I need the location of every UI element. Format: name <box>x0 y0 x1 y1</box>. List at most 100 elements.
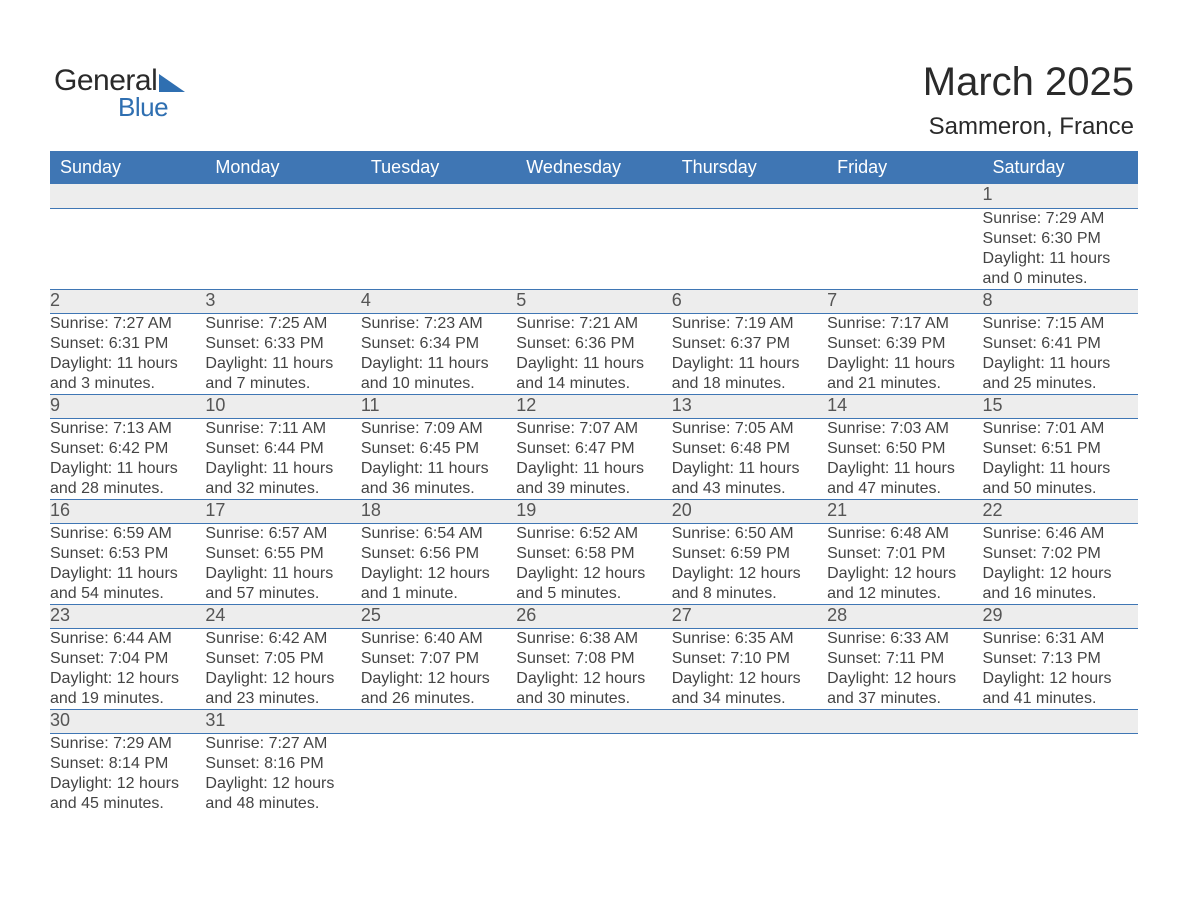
day-detail-cell <box>827 733 982 814</box>
sunrise-text: Sunrise: 7:17 AM <box>827 314 982 334</box>
daylight-text: Daylight: 11 hours and 14 minutes. <box>516 354 671 394</box>
logo-triangle-icon <box>159 74 185 92</box>
daylight-text: Daylight: 12 hours and 45 minutes. <box>50 774 205 814</box>
sunset-text: Sunset: 6:53 PM <box>50 544 205 564</box>
sunrise-text: Sunrise: 6:38 AM <box>516 629 671 649</box>
sunset-text: Sunset: 6:31 PM <box>50 334 205 354</box>
day-number-cell: 15 <box>983 394 1138 418</box>
sunrise-text: Sunrise: 7:21 AM <box>516 314 671 334</box>
day-number-cell: 23 <box>50 604 205 628</box>
daylight-text: Daylight: 12 hours and 8 minutes. <box>672 564 827 604</box>
day-number-cell: 31 <box>205 709 360 733</box>
day-detail-cell: Sunrise: 6:50 AMSunset: 6:59 PMDaylight:… <box>672 523 827 604</box>
day-detail-cell: Sunrise: 6:42 AMSunset: 7:05 PMDaylight:… <box>205 628 360 709</box>
daylight-text: Daylight: 11 hours and 28 minutes. <box>50 459 205 499</box>
day-detail-cell: Sunrise: 7:27 AMSunset: 8:16 PMDaylight:… <box>205 733 360 814</box>
daylight-text: Daylight: 12 hours and 12 minutes. <box>827 564 982 604</box>
daylight-text: Daylight: 11 hours and 57 minutes. <box>205 564 360 604</box>
sunrise-text: Sunrise: 6:35 AM <box>672 629 827 649</box>
sunset-text: Sunset: 6:44 PM <box>205 439 360 459</box>
day-detail-cell: Sunrise: 7:01 AMSunset: 6:51 PMDaylight:… <box>983 418 1138 499</box>
day-number-cell <box>983 709 1138 733</box>
day-number-cell: 9 <box>50 394 205 418</box>
sunset-text: Sunset: 6:30 PM <box>983 229 1138 249</box>
day-detail-cell: Sunrise: 7:27 AMSunset: 6:31 PMDaylight:… <box>50 313 205 394</box>
col-header: Monday <box>205 151 360 184</box>
day-number-cell: 2 <box>50 289 205 313</box>
daylight-text: Daylight: 12 hours and 41 minutes. <box>983 669 1138 709</box>
calendar-daynum-row: 2345678 <box>50 289 1138 313</box>
day-detail-cell <box>672 733 827 814</box>
daylight-text: Daylight: 11 hours and 0 minutes. <box>983 249 1138 289</box>
calendar-daynum-row: 9101112131415 <box>50 394 1138 418</box>
sunrise-text: Sunrise: 6:50 AM <box>672 524 827 544</box>
day-number-cell: 4 <box>361 289 516 313</box>
day-detail-cell: Sunrise: 7:29 AMSunset: 6:30 PMDaylight:… <box>983 208 1138 289</box>
sunset-text: Sunset: 6:59 PM <box>672 544 827 564</box>
sunset-text: Sunset: 6:34 PM <box>361 334 516 354</box>
sunrise-text: Sunrise: 7:27 AM <box>205 734 360 754</box>
day-detail-cell: Sunrise: 6:31 AMSunset: 7:13 PMDaylight:… <box>983 628 1138 709</box>
page-title-month: March 2025 <box>923 60 1134 105</box>
sunrise-text: Sunrise: 7:23 AM <box>361 314 516 334</box>
day-detail-cell: Sunrise: 6:40 AMSunset: 7:07 PMDaylight:… <box>361 628 516 709</box>
sunset-text: Sunset: 6:41 PM <box>983 334 1138 354</box>
day-number-cell: 18 <box>361 499 516 523</box>
day-number-cell: 29 <box>983 604 1138 628</box>
day-number-cell: 19 <box>516 499 671 523</box>
day-number-cell <box>50 184 205 208</box>
day-detail-cell: Sunrise: 6:57 AMSunset: 6:55 PMDaylight:… <box>205 523 360 604</box>
day-number-cell: 10 <box>205 394 360 418</box>
sunrise-text: Sunrise: 6:31 AM <box>983 629 1138 649</box>
sunrise-text: Sunrise: 7:13 AM <box>50 419 205 439</box>
header: General Blue March 2025 Sammeron, France <box>50 24 1138 141</box>
sunset-text: Sunset: 7:04 PM <box>50 649 205 669</box>
sunset-text: Sunset: 6:33 PM <box>205 334 360 354</box>
day-detail-cell: Sunrise: 7:03 AMSunset: 6:50 PMDaylight:… <box>827 418 982 499</box>
sunrise-text: Sunrise: 7:07 AM <box>516 419 671 439</box>
day-detail-cell <box>672 208 827 289</box>
sunset-text: Sunset: 7:02 PM <box>983 544 1138 564</box>
daylight-text: Daylight: 12 hours and 37 minutes. <box>827 669 982 709</box>
sunset-text: Sunset: 6:55 PM <box>205 544 360 564</box>
daylight-text: Daylight: 11 hours and 25 minutes. <box>983 354 1138 394</box>
day-detail-cell: Sunrise: 6:59 AMSunset: 6:53 PMDaylight:… <box>50 523 205 604</box>
daylight-text: Daylight: 11 hours and 36 minutes. <box>361 459 516 499</box>
daylight-text: Daylight: 11 hours and 39 minutes. <box>516 459 671 499</box>
day-number-cell: 22 <box>983 499 1138 523</box>
day-number-cell <box>516 709 671 733</box>
day-detail-cell: Sunrise: 7:23 AMSunset: 6:34 PMDaylight:… <box>361 313 516 394</box>
day-detail-cell <box>50 208 205 289</box>
calendar-detail-row: Sunrise: 7:29 AMSunset: 8:14 PMDaylight:… <box>50 733 1138 814</box>
col-header: Saturday <box>983 151 1138 184</box>
daylight-text: Daylight: 12 hours and 5 minutes. <box>516 564 671 604</box>
sunrise-text: Sunrise: 7:05 AM <box>672 419 827 439</box>
calendar-detail-row: Sunrise: 7:13 AMSunset: 6:42 PMDaylight:… <box>50 418 1138 499</box>
daylight-text: Daylight: 11 hours and 7 minutes. <box>205 354 360 394</box>
daylight-text: Daylight: 11 hours and 3 minutes. <box>50 354 205 394</box>
sunset-text: Sunset: 6:47 PM <box>516 439 671 459</box>
sunrise-text: Sunrise: 7:29 AM <box>983 209 1138 229</box>
calendar-detail-row: Sunrise: 6:59 AMSunset: 6:53 PMDaylight:… <box>50 523 1138 604</box>
sunrise-text: Sunrise: 6:44 AM <box>50 629 205 649</box>
day-number-cell: 7 <box>827 289 982 313</box>
day-detail-cell: Sunrise: 7:09 AMSunset: 6:45 PMDaylight:… <box>361 418 516 499</box>
day-number-cell: 20 <box>672 499 827 523</box>
sunset-text: Sunset: 6:58 PM <box>516 544 671 564</box>
day-detail-cell: Sunrise: 6:54 AMSunset: 6:56 PMDaylight:… <box>361 523 516 604</box>
col-header: Wednesday <box>516 151 671 184</box>
daylight-text: Daylight: 11 hours and 47 minutes. <box>827 459 982 499</box>
sunset-text: Sunset: 7:08 PM <box>516 649 671 669</box>
sunrise-text: Sunrise: 7:11 AM <box>205 419 360 439</box>
sunset-text: Sunset: 8:16 PM <box>205 754 360 774</box>
daylight-text: Daylight: 12 hours and 26 minutes. <box>361 669 516 709</box>
calendar-detail-row: Sunrise: 7:27 AMSunset: 6:31 PMDaylight:… <box>50 313 1138 394</box>
logo: General Blue <box>54 64 185 123</box>
day-number-cell: 3 <box>205 289 360 313</box>
page-title-location: Sammeron, France <box>923 113 1134 141</box>
logo-word-blue: Blue <box>118 92 185 123</box>
day-detail-cell: Sunrise: 7:21 AMSunset: 6:36 PMDaylight:… <box>516 313 671 394</box>
calendar-detail-row: Sunrise: 6:44 AMSunset: 7:04 PM Daylight:… <box>50 628 1138 709</box>
day-detail-cell <box>827 208 982 289</box>
daylight-text: Daylight: 11 hours and 21 minutes. <box>827 354 982 394</box>
